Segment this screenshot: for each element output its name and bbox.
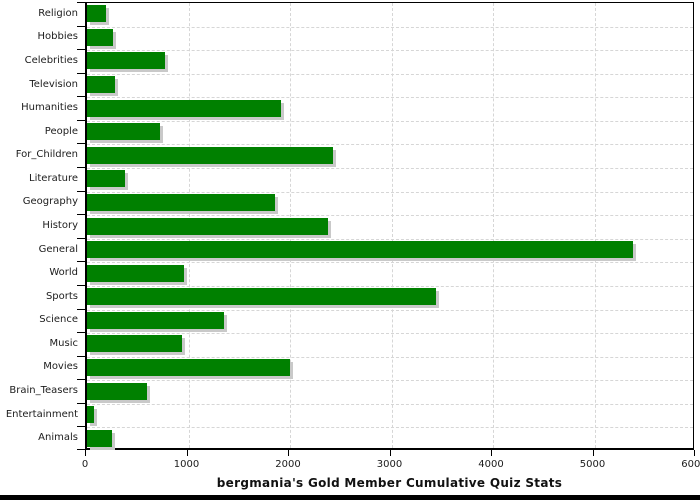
- y-axis-tick: [77, 72, 85, 74]
- x-axis-tick-label: 6000: [681, 459, 700, 470]
- y-axis-tick: [77, 355, 85, 357]
- bar-television: [87, 76, 116, 94]
- category-label-world: World: [49, 267, 78, 279]
- bar-religion: [87, 5, 107, 23]
- category-label-humanities: Humanities: [21, 102, 78, 114]
- bar-movies: [87, 358, 290, 376]
- category-label-movies: Movies: [43, 361, 78, 373]
- x-axis-tick-label: 3000: [376, 459, 403, 470]
- chart-title: bergmania's Gold Member Cumulative Quiz …: [216, 476, 563, 490]
- horizontal-gridline: [87, 427, 693, 429]
- bar-people: [87, 123, 161, 141]
- bar-hobbies: [87, 28, 113, 46]
- category-label-television: Television: [29, 78, 78, 90]
- horizontal-gridline: [87, 120, 693, 122]
- y-axis-tick: [77, 308, 85, 310]
- bar-entertainment: [87, 406, 95, 424]
- bar-literature: [87, 170, 126, 188]
- horizontal-gridline: [87, 215, 693, 217]
- horizontal-gridline: [87, 238, 693, 240]
- category-label-geography: Geography: [22, 196, 78, 208]
- bar-geography: [87, 193, 275, 211]
- y-axis-tick: [77, 25, 85, 27]
- horizontal-gridline: [87, 285, 693, 287]
- horizontal-gridline: [87, 380, 693, 382]
- bar-celebrities: [87, 52, 166, 70]
- x-axis-tick: [186, 450, 188, 456]
- category-label-people: People: [44, 125, 78, 137]
- y-axis-tick: [77, 49, 85, 51]
- category-label-for_children: For_Children: [15, 149, 78, 161]
- bar-general: [87, 241, 633, 259]
- horizontal-gridline: [87, 50, 693, 52]
- category-label-general: General: [38, 243, 78, 255]
- horizontal-gridline: [87, 144, 693, 146]
- horizontal-gridline: [87, 97, 693, 99]
- category-label-sports: Sports: [45, 290, 78, 302]
- x-axis-tick: [85, 450, 86, 456]
- x-axis-tick-label: 5000: [579, 459, 606, 470]
- window-bottom-border: [0, 495, 700, 500]
- x-axis-tick: [592, 450, 594, 456]
- y-axis-tick: [77, 190, 85, 192]
- category-label-literature: Literature: [29, 172, 78, 184]
- x-axis-tick-label: 2000: [275, 459, 301, 470]
- horizontal-gridline: [87, 73, 693, 75]
- bar-animals: [87, 429, 112, 447]
- bar-world: [87, 264, 184, 282]
- y-axis-tick: [77, 167, 85, 169]
- y-axis-tick: [77, 284, 85, 286]
- horizontal-gridline: [87, 309, 693, 311]
- bar-sports: [87, 288, 436, 306]
- horizontal-gridline: [87, 191, 693, 193]
- y-axis-tick: [77, 214, 85, 216]
- horizontal-gridline: [87, 333, 693, 335]
- y-axis-tick: [77, 261, 85, 263]
- y-axis-tick: [77, 237, 85, 239]
- horizontal-gridline: [87, 26, 693, 28]
- category-label-animals: Animals: [38, 432, 78, 444]
- y-axis-tick: [77, 402, 85, 404]
- category-label-entertainment: Entertainment: [5, 408, 78, 420]
- y-axis-tick: [77, 143, 85, 145]
- x-axis-tick: [288, 450, 289, 456]
- bar-history: [87, 217, 329, 235]
- x-axis-tick: [491, 450, 492, 456]
- vertical-gridline: [493, 3, 494, 448]
- horizontal-gridline: [87, 403, 693, 405]
- horizontal-gridline: [87, 168, 693, 170]
- bar-for_children: [87, 146, 333, 164]
- y-axis-tick: [77, 332, 85, 334]
- x-axis-tick: [694, 450, 695, 456]
- plot-area: [85, 2, 694, 450]
- category-label-music: Music: [49, 337, 78, 349]
- bar-humanities: [87, 99, 281, 117]
- x-axis-tick-label: 0: [81, 459, 89, 470]
- vertical-gridline: [391, 3, 393, 448]
- category-label-history: History: [42, 220, 78, 231]
- category-label-hobbies: Hobbies: [37, 31, 78, 43]
- horizontal-gridline: [87, 356, 693, 358]
- y-axis-tick: [77, 96, 85, 98]
- bar-music: [87, 335, 182, 353]
- bar-science: [87, 311, 225, 329]
- y-axis-tick: [77, 426, 85, 428]
- y-axis-tick: [77, 2, 85, 3]
- category-label-religion: Religion: [38, 7, 78, 19]
- y-axis-tick: [77, 379, 85, 381]
- y-axis-tick: [77, 119, 85, 121]
- x-axis-tick-label: 4000: [478, 459, 504, 470]
- x-axis-tick-label: 1000: [173, 459, 200, 470]
- y-axis-tick: [77, 449, 85, 450]
- category-label-science: Science: [39, 314, 78, 326]
- category-label-celebrities: Celebrities: [24, 54, 78, 66]
- bar-brain_teasers: [87, 382, 147, 400]
- vertical-gridline: [594, 3, 596, 448]
- horizontal-gridline: [87, 262, 693, 264]
- x-axis-tick: [389, 450, 391, 456]
- category-label-brain_teasers: Brain_Teasers: [9, 385, 78, 397]
